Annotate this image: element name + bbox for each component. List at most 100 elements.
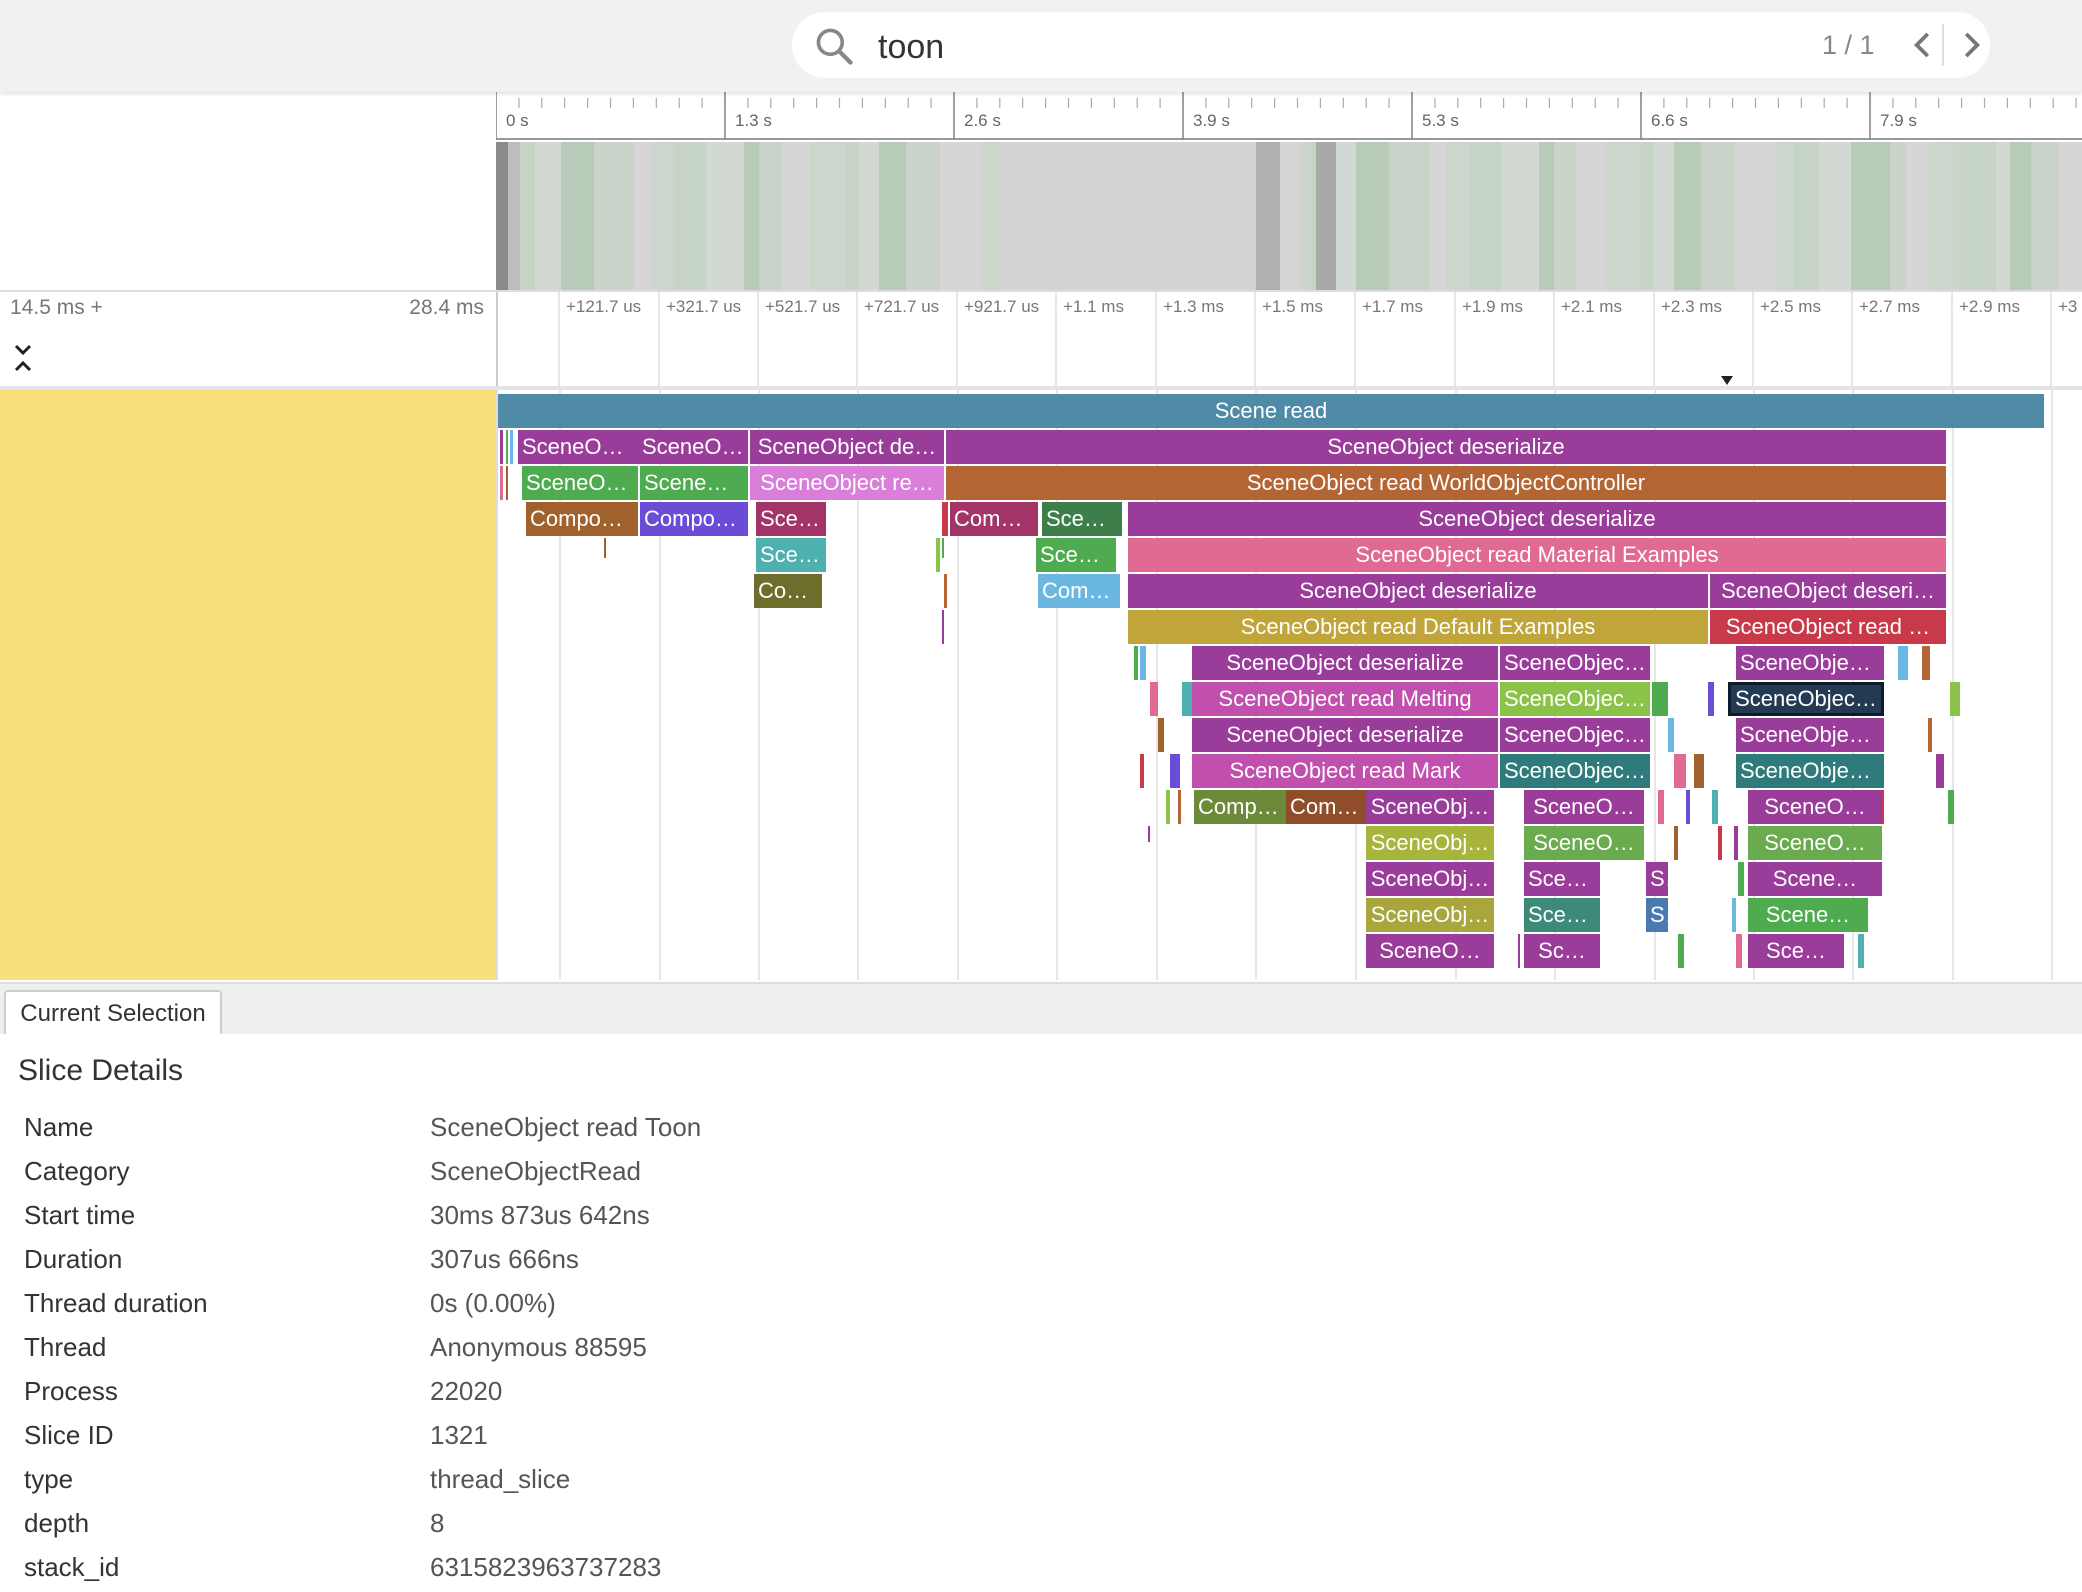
flame-slice[interactable]: SceneObject deserialize: [946, 430, 1946, 464]
flame-slice[interactable]: SceneO…: [1524, 790, 1644, 824]
details-value: 6315823963737283: [430, 1552, 662, 1582]
overview-activity-column: [2010, 142, 2031, 290]
flame-slice[interactable]: SceneOb…: [522, 466, 638, 500]
flame-slice[interactable]: SceneObject …: [1500, 646, 1650, 680]
flame-slice[interactable]: Scen…: [756, 502, 826, 536]
flame-slice-label: Comp…: [758, 578, 822, 603]
flame-slice-label: SceneObject re…: [760, 470, 934, 495]
tab-current-selection[interactable]: Current Selection: [4, 990, 222, 1038]
flame-slice[interactable]: SceneObject deserialize: [1192, 646, 1498, 680]
flame-slice[interactable]: SceneObjec…: [1736, 718, 1884, 752]
flame-slice[interactable]: SceneO…: [1748, 790, 1882, 824]
overview-activity-column: [1851, 142, 1890, 290]
expand-collapse-icon[interactable]: [12, 342, 34, 382]
flame-slice[interactable]: SceneObject re…: [750, 466, 944, 500]
flame-slice[interactable]: SceneObj…: [1366, 898, 1494, 932]
flame-slice[interactable]: Comp…: [950, 502, 1038, 536]
flame-slice[interactable]: SceneObject …: [1500, 754, 1650, 788]
flame-slice-label: SceneO…: [1764, 830, 1866, 855]
flame-slice-label: SceneObject read Melting: [1218, 686, 1472, 711]
flame-slice[interactable]: SceneObject deserialize: [1128, 574, 1708, 608]
details-value: SceneObject read Toon: [430, 1112, 702, 1142]
flame-slice[interactable]: Compone…: [526, 502, 638, 536]
flame-graph[interactable]: Scene read SceneObj… SceneOb… SceneObject d…: [498, 390, 2082, 980]
time-axis-tick-label: +321.7 us: [666, 297, 742, 316]
overview-activity-strip[interactable]: [496, 142, 2082, 290]
flame-slice[interactable]: SceneOb…: [638, 430, 748, 464]
flame-slice[interactable]: SceneOb…: [640, 466, 748, 500]
flame-slice[interactable]: Comp…: [1038, 574, 1120, 608]
time-axis-tick-label: +1.7 ms: [1362, 297, 1423, 316]
flame-slice[interactable]: SceneObject deserialize: [1192, 718, 1498, 752]
flame-slice[interactable]: SceneObject read …: [1710, 610, 1946, 644]
flame-slice[interactable]: SceneObject read Melting: [1192, 682, 1498, 716]
flame-slice-label: SceneObj…: [1370, 830, 1490, 855]
flame-slice[interactable]: SceneObject read WorldObjectController: [946, 466, 1946, 500]
flame-slice[interactable]: SceneObjec…: [1736, 754, 1884, 788]
overview-activity-column: [1819, 142, 1851, 290]
flame-slice[interactable]: SceneO…: [1748, 826, 1882, 860]
time-axis-info: 14.5 ms + 28.4 ms: [0, 292, 498, 386]
flame-slice-selected[interactable]: SceneObjec…: [1728, 682, 1884, 716]
flame-slice-label: SceneObject deseri…: [1721, 578, 1935, 603]
flame-slice[interactable]: Scen…: [1524, 898, 1600, 932]
flame-slice[interactable]: SceneObject de…: [750, 430, 944, 464]
flame-slice[interactable]: SceneObj…: [1366, 862, 1494, 896]
flame-slice-label: SceneObject deserialize: [1418, 506, 1656, 531]
overview-tick-label: 7.9 s: [1880, 111, 1917, 130]
time-axis: 14.5 ms + 28.4 ms +121.7 us +321.7 us +521…: [0, 292, 2082, 390]
flame-slice[interactable]: S: [1646, 862, 1668, 896]
flame-slice[interactable]: Scene…: [1748, 898, 1868, 932]
flame-slice[interactable]: SceneObj…: [1366, 826, 1494, 860]
next-result-icon[interactable]: [1952, 26, 1990, 64]
flame-slice[interactable]: SceneObject …: [1500, 682, 1650, 716]
flame-slice[interactable]: Comp…: [1286, 790, 1366, 824]
flame-slice[interactable]: SceneObjec…: [1736, 646, 1884, 680]
flame-slice[interactable]: SceneO…: [1366, 934, 1494, 968]
time-axis-tick-label: +3: [2058, 297, 2078, 316]
time-span-label: 28.4 ms: [409, 296, 484, 319]
flame-slice[interactable]: Compon…: [640, 502, 748, 536]
time-axis-tick: [2050, 292, 2052, 386]
flame-slice[interactable]: Scene read: [498, 394, 2044, 428]
flame-slice-label: Comp…: [954, 506, 1035, 531]
details-key: Name: [24, 1112, 94, 1142]
flame-slice[interactable]: Scen…: [1036, 538, 1116, 572]
details-key: Thread: [24, 1332, 107, 1362]
overview-activity-column: [651, 142, 675, 290]
flame-slice[interactable]: S: [1646, 898, 1668, 932]
flame-slice[interactable]: Sce…: [1748, 934, 1844, 968]
flame-slice[interactable]: Sc…: [1524, 934, 1600, 968]
flame-slice[interactable]: Scen…: [1524, 862, 1600, 896]
flame-slice[interactable]: Scene…: [1748, 862, 1882, 896]
flame-slice[interactable]: SceneObj…: [518, 430, 638, 464]
flame-slice[interactable]: Scen…: [756, 538, 826, 572]
search-input[interactable]: toon: [878, 28, 945, 66]
time-axis-tick-label: +1.9 ms: [1462, 297, 1523, 316]
details-value: 1321: [430, 1420, 488, 1450]
overview-activity-column: [846, 142, 859, 290]
flame-slice-label: Scen…: [1040, 542, 1113, 567]
time-axis-tick: [1653, 292, 1655, 386]
flame-slice[interactable]: Compo…: [1194, 790, 1286, 824]
time-axis-tick-label: +1.5 ms: [1262, 297, 1323, 316]
flame-slice[interactable]: SceneObject deseri…: [1710, 574, 1946, 608]
search-box[interactable]: toon 1 / 1: [792, 12, 1990, 78]
search-result-count: 1 / 1: [1822, 30, 1875, 60]
flame-slice[interactable]: SceneO…: [1524, 826, 1644, 860]
flame-slice[interactable]: SceneObject read Default Examples: [1128, 610, 1708, 644]
details-key: Category: [24, 1156, 130, 1186]
flame-slice[interactable]: SceneObject read Material Examples: [1128, 538, 1946, 572]
flame-slice[interactable]: SceneObj…: [1366, 790, 1494, 824]
slice-details-panel: Slice Details Name SceneObject read Toon C…: [0, 1034, 2082, 1592]
flame-slice[interactable]: SceneObject …: [1500, 718, 1650, 752]
flame-slice[interactable]: SceneObject read Mark: [1192, 754, 1498, 788]
overview-activity-column: [999, 142, 1024, 290]
overview-activity-column: [1256, 142, 1280, 290]
flame-slice[interactable]: Comp…: [754, 574, 822, 608]
flame-slice[interactable]: Scen…: [1042, 502, 1122, 536]
flame-slice[interactable]: SceneObject deserialize: [1128, 502, 1946, 536]
previous-result-icon[interactable]: [1904, 26, 1942, 64]
details-value: 0s (0.00%): [430, 1288, 556, 1318]
track-shell[interactable]: [0, 390, 498, 980]
